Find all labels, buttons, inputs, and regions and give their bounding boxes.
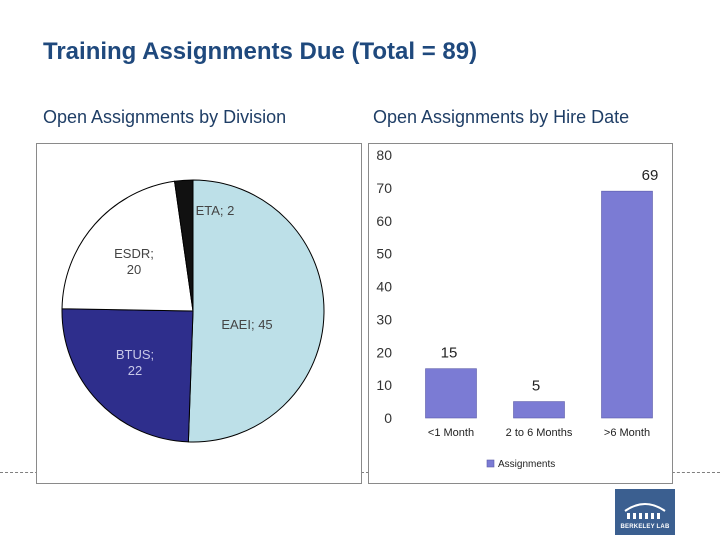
bar	[425, 368, 477, 419]
pie-label-esdr: ESDR; 20	[114, 246, 154, 277]
bar	[513, 401, 565, 419]
y-tick-label: 70	[376, 180, 392, 196]
bar-chart-heading: Open Assignments by Hire Date	[373, 107, 630, 127]
pie-chart-heading: Open Assignments by Division	[43, 107, 287, 127]
pie-chart: ETA; 2 ESDR; 20 EAEI; 45 BTUS; 22	[61, 179, 325, 443]
slide-title: Training Assignments Due (Total = 89)	[43, 38, 478, 65]
logo-text: BERKELEY LAB	[620, 524, 670, 530]
y-tick-label: 40	[376, 279, 392, 295]
y-tick-label: 10	[376, 377, 392, 393]
x-tick-label: >6 Month	[604, 427, 650, 439]
pie-slice-btus	[61, 308, 194, 443]
lab-building-icon	[624, 503, 666, 519]
y-tick-label: 20	[376, 344, 392, 360]
y-tick-label: 80	[376, 147, 392, 163]
y-tick-label: 60	[376, 213, 392, 229]
bar-data-label: 69	[642, 167, 659, 184]
berkeley-lab-logo: BERKELEY LAB	[615, 489, 675, 535]
legend-label: Assignments	[498, 459, 555, 470]
pie-chart-panel: ETA; 2 ESDR; 20 EAEI; 45 BTUS; 22	[36, 143, 362, 484]
pie-label-eta: ETA; 2	[196, 203, 235, 218]
y-tick-label: 0	[384, 410, 392, 426]
pie-label-btus: BTUS; 22	[116, 347, 154, 378]
bar-data-label: 15	[441, 345, 458, 362]
x-tick-label: <1 Month	[428, 427, 474, 439]
pie-label-eaei: EAEI; 45	[221, 317, 272, 332]
x-tick-label: 2 to 6 Months	[506, 427, 573, 439]
pie-slice-esdr	[61, 180, 194, 312]
bar-chart: 0 10 20 30 40 50 60 70 80 15 <1 Month 5 2 to 6 Month…	[376, 147, 659, 470]
y-tick-label: 50	[376, 246, 392, 262]
pie-slice-eta	[173, 179, 194, 312]
y-tick-label: 30	[376, 311, 392, 327]
bar	[601, 190, 653, 419]
bar-chart-panel: 0 10 20 30 40 50 60 70 80 15 <1 Month 5 2 to 6 Month…	[368, 143, 673, 484]
bar-data-label: 5	[532, 378, 540, 395]
pie-slice-eaei	[187, 179, 325, 443]
legend-swatch	[486, 459, 495, 468]
